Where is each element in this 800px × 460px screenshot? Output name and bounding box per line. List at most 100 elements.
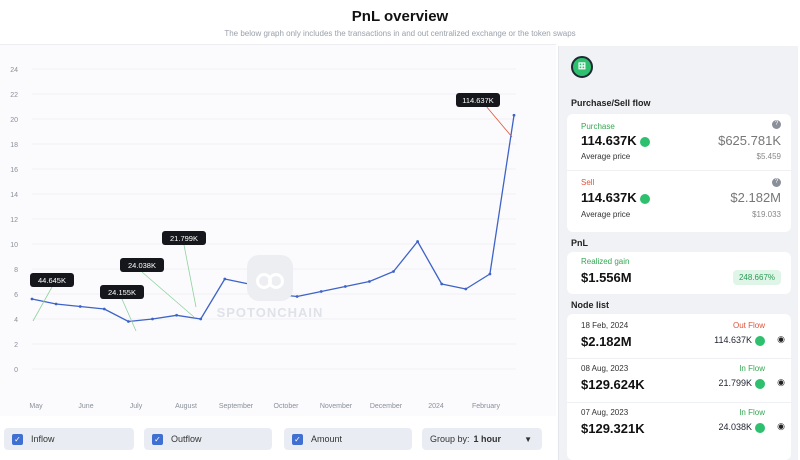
list-item[interactable]: 07 Aug, 2023 In Flow $129.321K 24.038K ◉ [567,404,791,446]
x-tick-label: December [370,403,403,410]
purchase-amount: 114.637K [581,133,650,148]
purchase-label: Purchase [581,122,615,131]
token-icon [639,136,650,147]
node-date: 07 Aug, 2023 [581,408,629,417]
y-tick-label: 22 [10,92,18,99]
group-by-select[interactable]: Group by: 1 hour ▼ [422,428,542,450]
callout-label: 24.155K [108,288,136,297]
data-point [343,285,347,288]
sell-usd: $2.182M [730,190,781,205]
purchase-sell-card: Purchase ? 114.637K $625.781K Average pr… [567,114,791,232]
node-date: 08 Aug, 2023 [581,364,629,373]
node-flow: In Flow [739,364,765,373]
purchase-avg-label: Average price [581,152,631,161]
realized-gain-card: Realized gain $1.556M 248.667% [567,252,791,294]
data-point [30,297,34,301]
x-tick-label: September [219,403,254,410]
outflow-label: Outflow [171,434,202,444]
y-tick-label: 4 [14,317,18,324]
checkmark-icon: ✓ [12,433,23,445]
data-point [464,287,468,291]
data-point [199,317,203,321]
y-tick-label: 8 [14,267,18,274]
node-amount: 24.038K [718,422,765,433]
callout-label: 44.645K [38,276,66,285]
token-icon [639,193,650,204]
node-usd: $2.182M [581,334,632,349]
sell-label: Sell [581,178,595,187]
data-point [440,282,444,286]
y-tick-label: 20 [10,117,18,124]
eye-icon[interactable]: ◉ [777,421,785,431]
info-icon[interactable]: ? [772,178,781,187]
divider [567,170,791,171]
purchase-usd: $625.781K [718,133,781,148]
chart-controls: ✓ Inflow ✓ Outflow ✓ Amount Group by: 1 … [0,428,556,452]
data-point [54,302,58,306]
token-icon [755,335,765,346]
chevron-down-icon: ▼ [524,434,532,444]
sell-avg-price: $19.033 [752,210,781,219]
node-list-title: Node list [571,300,610,310]
list-item[interactable]: 08 Aug, 2023 In Flow $129.624K 21.799K ◉ [567,360,791,402]
token-icon [755,422,765,433]
token-logo-icon: ⊞ [571,56,593,78]
y-tick-label: 24 [10,67,18,74]
sell-avg-label: Average price [581,210,631,219]
y-tick-label: 16 [10,167,18,174]
y-tick-label: 18 [10,142,18,149]
callout-box [162,231,206,245]
x-tick-label: May [29,403,43,410]
divider [567,402,791,403]
inflow-toggle[interactable]: ✓ Inflow [4,428,134,450]
node-flow: Out Flow [732,321,765,330]
data-point [175,313,179,317]
y-tick-label: 12 [10,217,18,224]
realized-gain-label: Realized gain [581,257,630,266]
pnl-chart-panel: 24 22 20 18 16 14 12 10 8 6 4 2 0 May June July August Se… [0,44,556,416]
y-tick-label: 14 [10,192,18,199]
y-tick-label: 10 [10,242,18,249]
data-point [416,240,419,243]
x-tick-label: August [175,403,197,410]
amount-toggle[interactable]: ✓ Amount [284,428,412,450]
x-tick-label: October [274,403,300,410]
data-point [392,270,395,273]
outflow-toggle[interactable]: ✓ Outflow [144,428,272,450]
callout-connector [32,286,53,322]
inflow-label: Inflow [31,434,55,444]
data-point [512,113,516,117]
data-point [102,307,106,311]
node-usd: $129.321K [581,421,645,436]
y-tick-label: 6 [14,292,18,299]
watermark-text: SPOTONCHAIN [216,305,324,320]
info-icon[interactable]: ? [772,120,781,129]
eye-icon[interactable]: ◉ [777,334,785,344]
watermark-logo-icon [247,255,293,301]
node-flow: In Flow [739,408,765,417]
callout-label: 114.637K [462,96,494,105]
group-by-label: Group by: [430,434,470,444]
sell-amount: 114.637K [581,190,650,205]
data-point [151,317,154,321]
node-amount: 114.637K [714,335,765,346]
x-tick-label: February [472,403,501,410]
list-item[interactable]: 18 Feb, 2024 Out Flow $2.182M 114.637K ◉ [567,314,791,356]
callout-connector [141,271,195,318]
callout-connector [486,106,513,138]
y-tick-label: 0 [14,367,18,374]
callout-connector [121,298,137,332]
sidebar: ⊞ Purchase/Sell flow Purchase ? 114.637K… [558,46,798,460]
callout-box [456,93,500,107]
data-point [319,290,323,293]
page-title: PnL overview [351,8,449,25]
x-tick-label: June [78,403,93,410]
amount-label: Amount [311,434,343,444]
eye-icon[interactable]: ◉ [777,377,785,387]
group-by-value: 1 hour [473,434,502,444]
data-point [126,320,130,323]
realized-gain-percent: 248.667% [732,270,781,285]
node-list: 18 Feb, 2024 Out Flow $2.182M 114.637K ◉… [567,314,791,460]
callout-label: 21.799K [170,234,198,243]
